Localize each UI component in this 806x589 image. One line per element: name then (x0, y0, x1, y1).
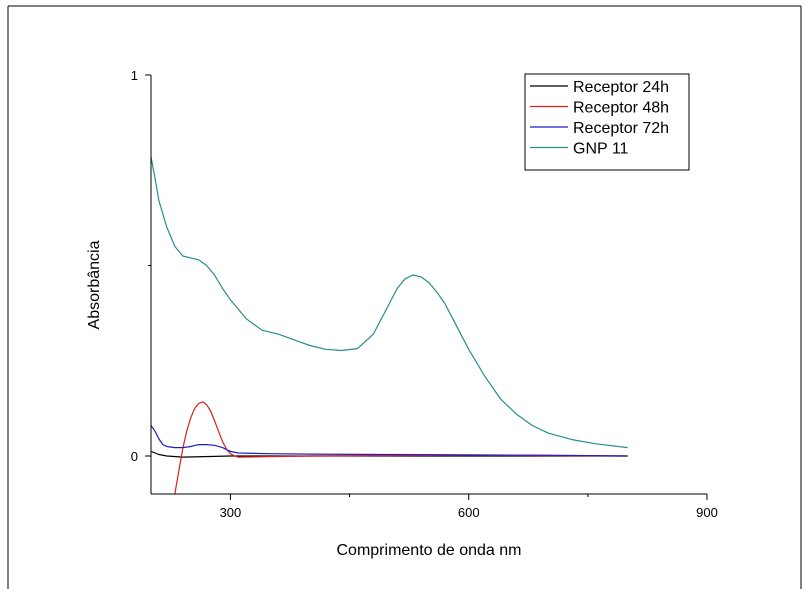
x-tick-label-900: 900 (696, 505, 718, 520)
legend-label-4: GNP 11 (573, 141, 629, 158)
y-tick-label-1: 1 (131, 68, 138, 83)
legend: Receptor 24h Receptor 48h Receptor 72h GNP … (524, 73, 690, 171)
series-line-receptor-24h (151, 450, 628, 458)
x-axis-title: Comprimento de onda nm (337, 542, 522, 559)
y-axis-title: Absorbância (86, 240, 103, 329)
y-tick-label-0: 0 (131, 449, 138, 464)
x-tick-label-300: 300 (220, 505, 242, 520)
series-line-gnp-11 (151, 156, 628, 449)
series-line-receptor-48h (174, 401, 628, 494)
legend-label-3: Receptor 72h (573, 120, 669, 137)
x-tick-label-600: 600 (458, 505, 480, 520)
series-layer (151, 156, 628, 494)
legend-box (524, 73, 690, 171)
legend-label-2: Receptor 48h (573, 100, 669, 117)
axis-layer: 300 600 900 0 1 (131, 68, 718, 520)
legend-label-1: Receptor 24h (573, 79, 669, 96)
series-line-receptor-72h (151, 425, 628, 457)
